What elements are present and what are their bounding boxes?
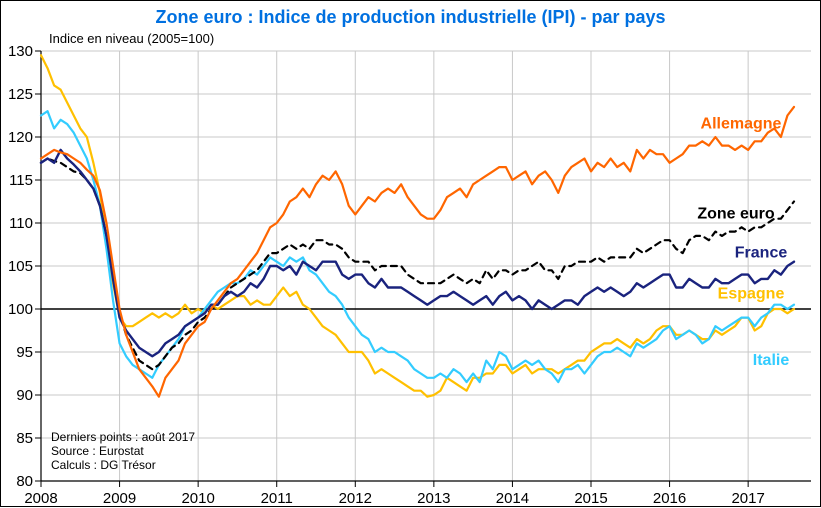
y-tick-label: 125 [8,86,33,103]
y-tick-label: 80 [16,473,33,490]
footnote-line: Calculs : DG Trésor [51,458,156,472]
x-tick-label: 2017 [731,490,764,507]
y-tick-label: 105 [8,258,33,275]
series-label-zone-euro: Zone euro [697,206,775,223]
y-tick-label: 120 [8,129,33,146]
series-label-france: France [735,244,788,261]
footnote-line: Source : Eurostat [51,444,144,458]
y-tick-label: 95 [16,344,33,361]
series-zone-euro [41,159,794,370]
footnote-line: Derniers points : août 2017 [51,430,195,444]
y-tick-label: 110 [9,215,33,232]
series-italie [41,111,794,382]
y-tick-label: 100 [8,301,33,318]
y-tick-label: 115 [9,172,33,189]
y-tick-label: 90 [16,387,33,404]
x-tick-label: 2009 [103,490,136,507]
y-tick-label: 85 [16,430,33,447]
x-tick-label: 2014 [496,490,529,507]
series-espagne [41,55,794,396]
x-tick-label: 2012 [339,490,372,507]
x-tick-label: 2008 [24,490,57,507]
chart-container: Zone euro : Indice de production industr… [0,0,821,507]
chart-svg: 2008 2009 2010 2011 2012 2013 2014 2015 2016 2017… [1,1,821,508]
x-tick-label: 2010 [181,490,214,507]
x-tick-label: 2016 [653,490,686,507]
x-tick-label: 2013 [417,490,450,507]
series-label-allemagne: Allemagne [701,115,782,132]
y-tick-label: 130 [8,43,33,60]
series-label-italie: Italie [753,352,790,369]
series-label-espagne: Espagne [718,286,785,303]
x-tick-label: 2011 [261,490,293,507]
x-tick-label: 2015 [574,490,607,507]
